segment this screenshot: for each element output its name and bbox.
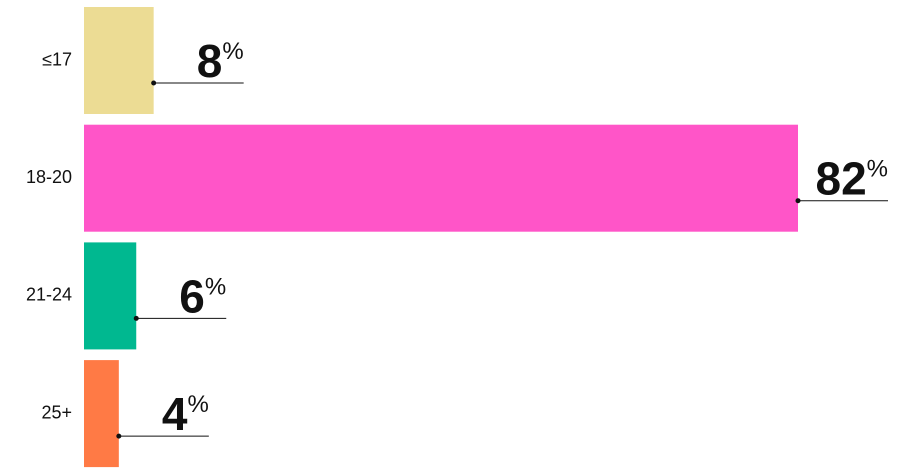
value-label: 4%: [162, 388, 209, 440]
category-label: 18-20: [26, 167, 72, 187]
leader-dot: [116, 433, 122, 439]
value-label: 6%: [179, 270, 226, 322]
leader-dot: [133, 315, 139, 321]
bar: [84, 242, 137, 350]
category-label: 21-24: [26, 285, 72, 305]
category-label: 25+: [41, 402, 72, 422]
value-label: 8%: [197, 35, 244, 87]
value-label: 82%: [815, 153, 888, 205]
bar: [84, 360, 119, 468]
bar: [84, 7, 154, 114]
category-label: ≤17: [42, 49, 72, 69]
bar: [84, 124, 798, 232]
leader-dot: [151, 80, 157, 86]
leader-dot: [795, 198, 801, 204]
